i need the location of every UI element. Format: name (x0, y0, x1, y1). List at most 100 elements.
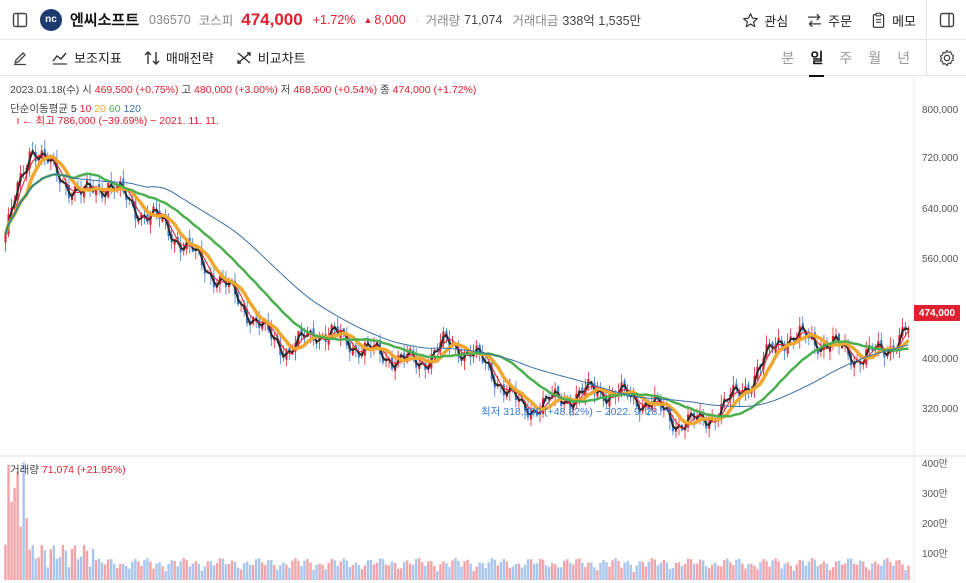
settings-gear-icon[interactable] (926, 40, 966, 76)
volume-bar (390, 561, 394, 580)
high-label: 고 (181, 84, 192, 96)
volume-bar (318, 563, 321, 580)
volume-bar (378, 558, 382, 580)
volume-bar (333, 560, 336, 580)
volume-bar (339, 561, 342, 580)
volume-bar (137, 561, 140, 580)
volume-info-value: 71,074 (+21.95%) (41, 464, 126, 476)
volume-bar (774, 558, 777, 580)
volume-bar (541, 559, 545, 580)
volume-bar (780, 568, 783, 580)
tab-week[interactable]: 주 (839, 50, 853, 66)
candle (98, 184, 101, 189)
volume-bar (647, 561, 650, 580)
volume-bar (834, 561, 838, 580)
high-annotation-text: 최고 786,000 (−39.69%) − 2021. 11. 11. (35, 115, 219, 127)
volume-bar (19, 526, 22, 580)
volume-bar (638, 561, 641, 580)
volume-bar (67, 567, 71, 580)
volume-bar (635, 565, 638, 580)
order-button[interactable]: 주문 (806, 11, 852, 30)
volume-bar (254, 559, 258, 580)
candle (840, 346, 844, 349)
tab-day[interactable]: 일 (809, 42, 825, 77)
volume-bar (327, 562, 330, 580)
volume-bar (599, 563, 602, 580)
up-arrow-icon: ▲ (363, 14, 373, 25)
volume-bar (82, 544, 86, 580)
volume-bar (792, 570, 795, 580)
volume-bar (408, 563, 412, 580)
volume-bar (224, 564, 228, 580)
volume-bar (858, 560, 862, 580)
volume-bar (185, 560, 188, 580)
volume-bar (532, 563, 536, 580)
volume-bar (345, 560, 348, 580)
candle (596, 390, 599, 397)
volume-bar (756, 569, 759, 580)
compare-button[interactable]: 비교차트 (236, 48, 306, 67)
volume-bar (720, 566, 723, 580)
strategy-button[interactable]: 매매전략 (144, 48, 214, 67)
volume-bar (113, 564, 116, 580)
candle (357, 351, 360, 358)
candle (327, 335, 330, 345)
volume-bar (402, 562, 406, 580)
volume-bar (593, 567, 596, 580)
volume-bar (424, 565, 427, 580)
volume-bar (279, 565, 282, 580)
ma-120: 120 (123, 103, 142, 115)
volume-bar (732, 564, 735, 580)
tab-year[interactable]: 년 (897, 50, 910, 66)
indicator-button[interactable]: 보조지표 (52, 48, 122, 67)
pencil-icon[interactable] (0, 40, 40, 76)
volume-bar (786, 562, 789, 580)
watch-button[interactable]: 관심 (742, 11, 788, 30)
star-icon (743, 12, 759, 27)
ma-line-20 (3, 154, 910, 426)
y-tick: 640,000 (922, 204, 959, 215)
volume-bar (179, 561, 182, 580)
volume-bar (85, 550, 89, 580)
volume-bar (445, 563, 448, 580)
volume-bar (73, 545, 77, 580)
volume-bar (596, 570, 599, 580)
volume-bar (336, 565, 339, 580)
indicator-label: 보조지표 (74, 51, 122, 66)
volume-bar (710, 564, 714, 580)
volume-bar (273, 564, 276, 580)
volume-bar (892, 565, 895, 580)
ma-line-10 (5, 154, 909, 429)
volume-bar (828, 570, 832, 580)
ma-10: 10 (79, 103, 92, 115)
volume-bar (502, 559, 506, 580)
divider: · (415, 12, 420, 27)
volume-bar (559, 567, 563, 580)
volume-bar (58, 557, 62, 580)
right-panel-toggle-icon[interactable] (926, 0, 966, 40)
y-tick: 400,000 (922, 354, 959, 365)
volume-bar (134, 558, 137, 580)
volume-bar (493, 559, 496, 580)
volume-bar (288, 567, 291, 580)
tab-month[interactable]: 월 (868, 50, 882, 66)
sidebar-toggle-icon[interactable] (0, 0, 40, 40)
volume-bar (777, 561, 780, 580)
swap-arrows-icon (808, 13, 822, 27)
volume-bar (161, 566, 164, 580)
volume-bar (590, 562, 593, 580)
candle (816, 348, 819, 355)
volume-bar (182, 557, 185, 580)
volume-bar (276, 569, 279, 580)
volume-bar (505, 561, 509, 580)
low-label: 저 (280, 84, 291, 96)
memo-button[interactable]: 메모 (870, 11, 916, 30)
volume-bar (587, 562, 590, 580)
stock-name: 엔씨소프트 (70, 12, 140, 29)
volume-bar (840, 564, 844, 580)
tab-minute[interactable]: 분 (781, 50, 795, 66)
volume-bar (701, 560, 705, 580)
volume-bar (822, 561, 826, 580)
stock-header: nc 엔씨소프트 036570 코스피 474,000 +1.72% ▲ 8,0… (0, 0, 966, 40)
